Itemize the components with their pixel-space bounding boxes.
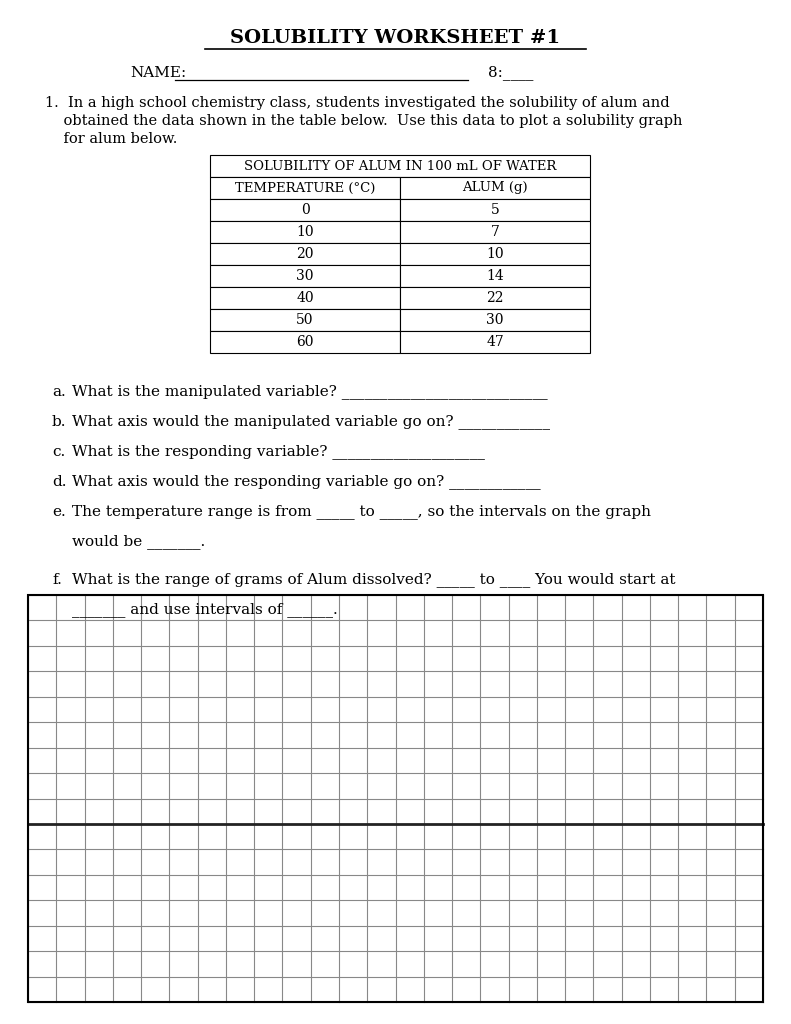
Text: 10: 10 — [486, 247, 504, 261]
Text: 20: 20 — [297, 247, 314, 261]
Bar — [400, 243, 590, 265]
Text: What is the manipulated variable? ___________________________: What is the manipulated variable? ______… — [72, 385, 547, 399]
Text: b.: b. — [52, 415, 66, 429]
Text: What is the responding variable? ____________________: What is the responding variable? _______… — [72, 444, 485, 460]
Bar — [210, 221, 400, 243]
Text: a.: a. — [52, 385, 66, 399]
Bar — [210, 199, 400, 221]
Text: TEMPERATURE (°C): TEMPERATURE (°C) — [235, 181, 375, 195]
Text: 60: 60 — [297, 335, 314, 349]
Text: 10: 10 — [296, 225, 314, 239]
Text: would be _______.: would be _______. — [72, 535, 205, 550]
Text: What axis would the manipulated variable go on? ____________: What axis would the manipulated variable… — [72, 415, 550, 429]
Text: 5: 5 — [490, 203, 499, 217]
Bar — [400, 221, 590, 243]
Bar — [210, 309, 400, 331]
Bar — [400, 265, 590, 287]
Text: 8:____: 8:____ — [488, 66, 533, 81]
Text: 50: 50 — [297, 313, 314, 327]
Text: 1.  In a high school chemistry class, students investigated the solubility of al: 1. In a high school chemistry class, stu… — [45, 96, 670, 110]
Text: f.: f. — [52, 573, 62, 587]
Text: e.: e. — [52, 505, 66, 519]
Bar — [210, 331, 400, 353]
Bar — [400, 177, 590, 199]
Text: 30: 30 — [486, 313, 504, 327]
Text: _______ and use intervals of ______.: _______ and use intervals of ______. — [72, 602, 338, 617]
Bar — [210, 265, 400, 287]
Text: d.: d. — [52, 475, 66, 489]
Bar — [210, 287, 400, 309]
Bar — [400, 287, 590, 309]
Bar — [28, 595, 763, 1002]
Text: NAME:: NAME: — [130, 66, 186, 80]
Text: 30: 30 — [297, 269, 314, 283]
Text: obtained the data shown in the table below.  Use this data to plot a solubility : obtained the data shown in the table bel… — [45, 114, 683, 128]
Text: SOLUBILITY WORKSHEET #1: SOLUBILITY WORKSHEET #1 — [230, 29, 560, 47]
Text: What axis would the responding variable go on? ____________: What axis would the responding variable … — [72, 474, 540, 489]
Bar — [210, 177, 400, 199]
Text: 14: 14 — [486, 269, 504, 283]
Bar — [400, 331, 590, 353]
Text: ALUM (g): ALUM (g) — [462, 181, 528, 195]
Text: for alum below.: for alum below. — [45, 132, 177, 146]
Bar — [210, 243, 400, 265]
Bar — [210, 155, 590, 177]
Text: 40: 40 — [296, 291, 314, 305]
Text: What is the range of grams of Alum dissolved? _____ to ____ You would start at: What is the range of grams of Alum disso… — [72, 572, 676, 588]
Text: 47: 47 — [486, 335, 504, 349]
Bar — [400, 199, 590, 221]
Text: The temperature range is from _____ to _____, so the intervals on the graph: The temperature range is from _____ to _… — [72, 505, 651, 519]
Bar — [400, 309, 590, 331]
Text: 22: 22 — [486, 291, 504, 305]
Text: SOLUBILITY OF ALUM IN 100 mL OF WATER: SOLUBILITY OF ALUM IN 100 mL OF WATER — [244, 160, 556, 172]
Text: c.: c. — [52, 445, 65, 459]
Text: 0: 0 — [301, 203, 309, 217]
Text: 7: 7 — [490, 225, 499, 239]
